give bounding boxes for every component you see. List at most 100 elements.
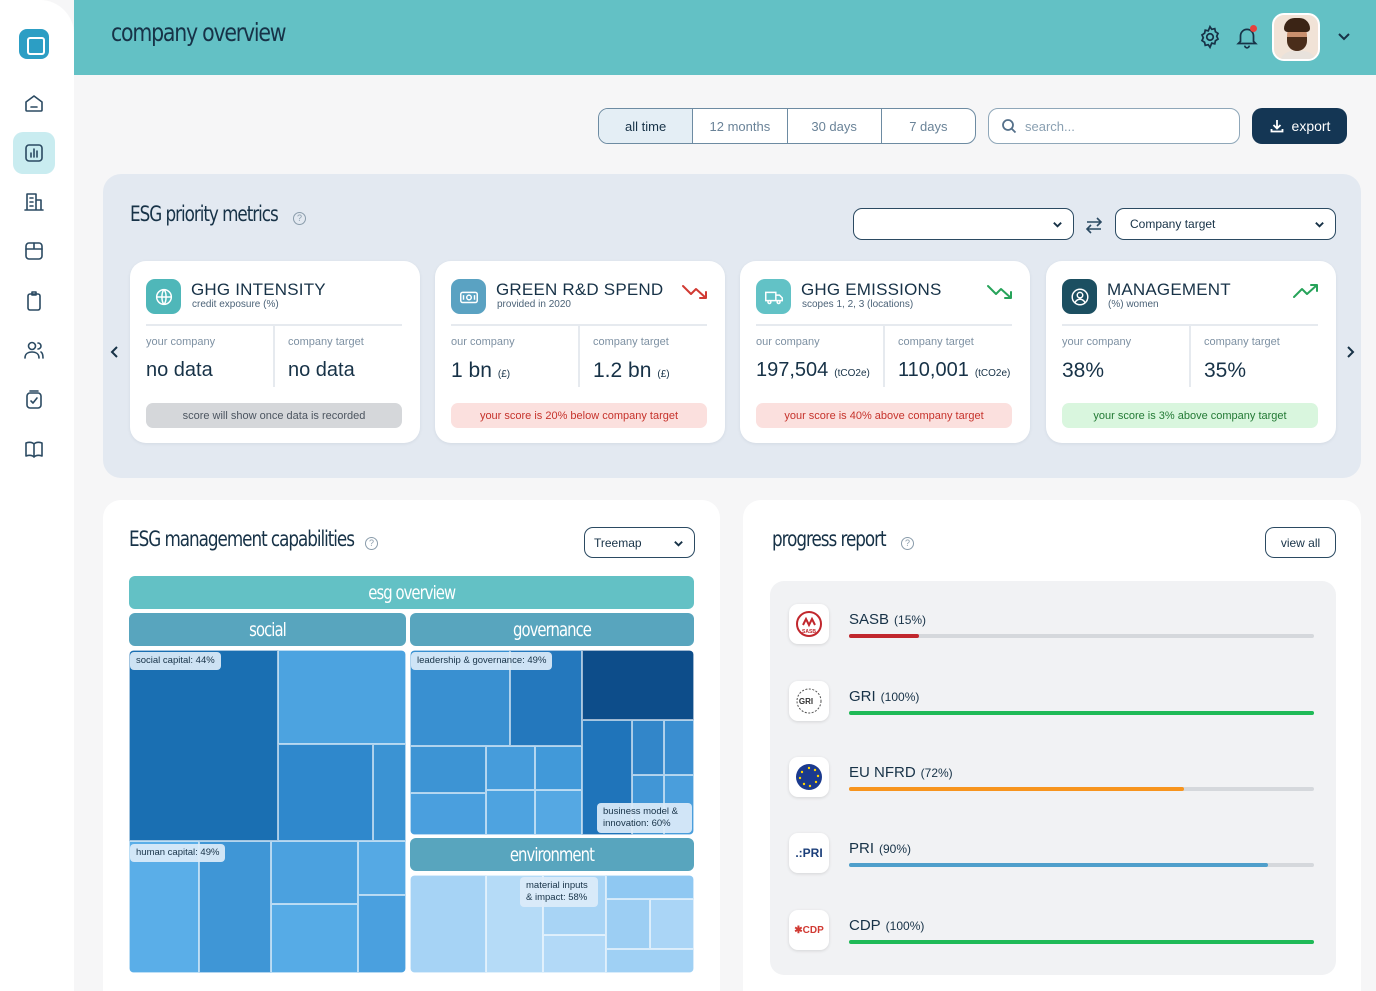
svg-text:GRI: GRI	[799, 697, 813, 706]
divider	[451, 324, 707, 326]
treemap-cell[interactable]	[535, 746, 582, 790]
right-value: 110,001 (tCO2e)	[898, 359, 1011, 381]
nav-clipboard-icon[interactable]	[13, 280, 55, 322]
tag-business-model: business model & innovation: 60%	[597, 803, 692, 833]
metric-card[interactable]: GHG INTENSITY credit exposure (%) your c…	[130, 261, 420, 443]
treemap-cell[interactable]	[664, 720, 694, 775]
nav-users-icon[interactable]	[13, 329, 55, 371]
card-subtitle: provided in 2020	[497, 299, 571, 310]
progress-item-name[interactable]: CDP (100%)	[849, 917, 925, 934]
treemap-social[interactable]: social	[129, 613, 406, 646]
trend-arrow-icon	[681, 281, 709, 301]
carousel-next-chevron-right-icon[interactable]	[1343, 345, 1357, 359]
notification-bell-icon[interactable]	[1234, 24, 1260, 50]
compare-right-select[interactable]: Company target	[1115, 208, 1336, 240]
card-title: GREEN R&D SPEND	[496, 280, 664, 299]
range-30-days[interactable]: 30 days	[786, 109, 881, 143]
app-logo[interactable]	[19, 29, 49, 59]
nav-library-icon[interactable]	[13, 428, 55, 470]
nav-home-icon[interactable]	[13, 82, 55, 124]
card-title: GHG INTENSITY	[191, 280, 326, 299]
left-label: your company	[1062, 336, 1132, 348]
banknote-icon	[451, 279, 486, 314]
treemap-cell[interactable]	[199, 841, 271, 973]
right-value: 35%	[1204, 359, 1247, 382]
left-label: our company	[756, 336, 820, 348]
page-title: company overview	[111, 18, 286, 47]
treemap-cell[interactable]	[129, 841, 199, 973]
progress-bar	[849, 634, 1314, 638]
treemap-cell[interactable]	[271, 841, 358, 904]
notification-dot	[1250, 25, 1257, 32]
swap-arrows-icon[interactable]	[1083, 214, 1105, 236]
treemap-cell[interactable]	[358, 841, 406, 895]
range-12-months[interactable]: 12 months	[692, 109, 786, 143]
left-value: no data	[146, 359, 213, 381]
divider	[883, 325, 885, 387]
tag-leadership-governance: leadership & governance: 49%	[411, 652, 553, 670]
chart-type-select[interactable]: Treemap	[584, 527, 695, 558]
treemap-cell[interactable]	[410, 793, 486, 835]
progress-item-name[interactable]: PRI (90%)	[849, 840, 912, 857]
treemap-cell[interactable]	[129, 650, 278, 841]
treemap-cell[interactable]	[410, 875, 486, 973]
time-range-selector: all time 12 months 30 days 7 days	[598, 108, 976, 144]
treemap-cell[interactable]	[278, 744, 373, 841]
metric-card[interactable]: MANAGEMENT (%) women your company compan…	[1046, 261, 1336, 443]
user-avatar[interactable]	[1272, 13, 1320, 61]
sasb-logo-icon: SASB	[789, 604, 829, 644]
treemap-cell[interactable]	[632, 720, 664, 775]
treemap-cell[interactable]	[606, 949, 694, 973]
nav-analytics-icon[interactable]	[13, 132, 55, 174]
help-icon[interactable]: ?	[365, 537, 378, 550]
progress-bar	[849, 787, 1314, 791]
treemap-cell[interactable]	[486, 746, 535, 790]
search-input[interactable]: search...	[988, 108, 1240, 144]
treemap-governance-area: leadership & governance: 49% business mo…	[410, 650, 694, 835]
right-label: company target	[898, 336, 974, 348]
divider	[1062, 324, 1318, 326]
treemap-cell[interactable]	[410, 746, 486, 793]
progress-item-name[interactable]: SASB (15%)	[849, 611, 927, 628]
treemap-cell[interactable]	[582, 650, 694, 720]
treemap-cell[interactable]	[278, 650, 406, 744]
treemap-cell[interactable]	[543, 935, 606, 973]
treemap-cell[interactable]	[606, 899, 650, 949]
treemap-environment[interactable]: environment	[410, 838, 694, 871]
right-label: company target	[288, 336, 364, 348]
carousel-prev-chevron-left-icon[interactable]	[108, 345, 122, 359]
treemap-cell[interactable]	[271, 904, 358, 973]
account-chevron-down-icon[interactable]	[1336, 28, 1352, 44]
settings-gear-icon[interactable]	[1197, 24, 1223, 50]
eu-logo-icon	[789, 757, 829, 797]
treemap-esg-overview[interactable]: esg overview	[129, 576, 694, 609]
treemap-cell[interactable]	[358, 895, 406, 973]
compare-left-select[interactable]	[853, 208, 1074, 240]
progress-item-name[interactable]: EU NFRD (72%)	[849, 764, 953, 781]
left-value: 38%	[1062, 359, 1105, 382]
progress-bar-fill	[849, 940, 1314, 944]
nav-package-icon[interactable]	[13, 230, 55, 272]
treemap-cell[interactable]	[650, 899, 694, 949]
range-all-time[interactable]: all time	[599, 109, 693, 143]
divider	[146, 324, 402, 326]
metric-card[interactable]: GHG EMISSIONS scopes 1, 2, 3 (locations)…	[740, 261, 1030, 443]
top-bar: company overview	[74, 0, 1376, 75]
nav-buildings-icon[interactable]	[13, 181, 55, 223]
treemap-cell[interactable]	[486, 790, 535, 835]
view-all-button[interactable]: view all	[1265, 527, 1336, 558]
treemap-cell[interactable]	[535, 790, 582, 835]
treemap-governance[interactable]: governance	[410, 613, 694, 646]
help-icon[interactable]: ?	[901, 537, 914, 550]
treemap-cell[interactable]	[373, 744, 406, 841]
range-7-days[interactable]: 7 days	[880, 109, 975, 143]
card-title: GHG EMISSIONS	[801, 280, 942, 299]
nav-tasks-icon[interactable]	[13, 379, 55, 421]
help-icon[interactable]: ?	[293, 212, 306, 225]
progress-item-name[interactable]: GRI (100%)	[849, 688, 920, 705]
trend-arrow-icon	[986, 281, 1014, 301]
export-button[interactable]: export	[1252, 108, 1347, 144]
metric-card[interactable]: GREEN R&D SPEND provided in 2020 our com…	[435, 261, 725, 443]
tag-social-capital: social capital: 44%	[130, 652, 221, 670]
treemap-cell[interactable]	[606, 875, 694, 899]
